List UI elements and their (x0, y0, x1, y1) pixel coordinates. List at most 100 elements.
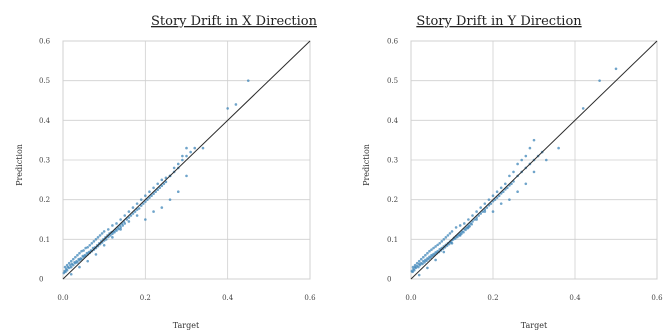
data-point (141, 202, 145, 205)
data-point (164, 180, 168, 184)
data-point (160, 184, 164, 188)
data-point (479, 212, 483, 215)
x-axis-label: Target (521, 321, 548, 330)
y-tick-label: 0.4 (387, 117, 399, 125)
data-point (131, 206, 135, 209)
data-point (426, 266, 429, 270)
x-tick-label: 0.6 (304, 294, 316, 302)
data-point (427, 257, 430, 261)
data-point (135, 214, 139, 217)
data-point (510, 182, 513, 186)
data-point (96, 236, 100, 239)
data-point (94, 253, 98, 256)
y-tick-label: 0.4 (39, 117, 51, 125)
y-axis-label: Prediction (362, 144, 371, 186)
data-point (144, 200, 147, 203)
data-point (69, 272, 73, 276)
data-point (67, 266, 71, 270)
data-point (475, 216, 478, 219)
data-point (67, 261, 71, 265)
data-point (450, 230, 454, 233)
data-point (156, 188, 159, 192)
data-point (98, 234, 102, 237)
data-point (453, 237, 457, 240)
y-tick-label: 0.2 (39, 196, 50, 204)
data-point (497, 194, 501, 197)
data-point (160, 178, 164, 182)
data-point (111, 236, 114, 239)
data-point (189, 150, 192, 154)
data-point (440, 240, 444, 243)
data-point (532, 138, 536, 142)
data-point (63, 265, 67, 269)
data-point (154, 190, 157, 194)
data-point (88, 243, 92, 247)
data-point (172, 166, 176, 170)
data-point (76, 253, 79, 257)
data-point (444, 236, 448, 239)
data-point (65, 263, 69, 267)
plot-frame (62, 40, 311, 280)
data-point (111, 232, 114, 236)
data-point (417, 259, 421, 263)
chart-title: Story Drift in X Direction (151, 14, 318, 29)
data-point (119, 218, 122, 221)
data-point (127, 216, 131, 219)
data-point (181, 158, 184, 162)
data-point (471, 214, 474, 217)
data-point (415, 261, 419, 265)
data-point (499, 202, 503, 205)
data-point (428, 249, 431, 253)
y-tick-label: 0.3 (387, 157, 398, 165)
data-point (436, 243, 439, 247)
data-point (491, 194, 495, 197)
data-point (131, 212, 135, 215)
plot-frame (410, 40, 658, 280)
data-point (133, 210, 137, 213)
data-point (152, 192, 155, 196)
data-point (493, 198, 497, 201)
data-point (495, 196, 499, 199)
data-point (69, 259, 73, 263)
data-point (139, 204, 143, 207)
data-point (144, 218, 147, 221)
data-point (475, 218, 478, 221)
data-point (448, 232, 452, 235)
y-tick-label: 0.6 (39, 38, 51, 46)
data-point (164, 176, 168, 180)
data-point (557, 146, 560, 150)
data-point (545, 158, 548, 162)
data-point (226, 107, 229, 110)
data-point (463, 222, 466, 225)
data-point (467, 218, 470, 221)
x-tick-label: 0.0 (405, 294, 416, 302)
data-point (432, 246, 435, 250)
data-point (176, 162, 180, 166)
data-point (491, 210, 495, 213)
data-point (413, 263, 417, 267)
y-tick-label: 0.1 (387, 236, 398, 244)
data-point (423, 261, 426, 264)
data-point (119, 226, 122, 229)
data-point (86, 259, 89, 263)
data-point (80, 257, 83, 261)
data-point (458, 224, 462, 227)
data-point (481, 210, 485, 213)
data-point (185, 154, 188, 158)
data-point (94, 238, 98, 241)
data-point (614, 67, 618, 71)
data-point (82, 255, 85, 259)
y-axis-label: Prediction (15, 144, 24, 186)
data-point (477, 214, 480, 217)
data-point (71, 263, 75, 267)
data-point (121, 224, 124, 227)
data-point (411, 270, 414, 274)
data-point (479, 206, 483, 209)
data-point (158, 186, 162, 190)
data-point (520, 158, 523, 162)
data-point (106, 228, 110, 231)
data-point (417, 265, 420, 269)
x-tick-label: 0.4 (222, 294, 234, 302)
data-point (129, 214, 133, 217)
